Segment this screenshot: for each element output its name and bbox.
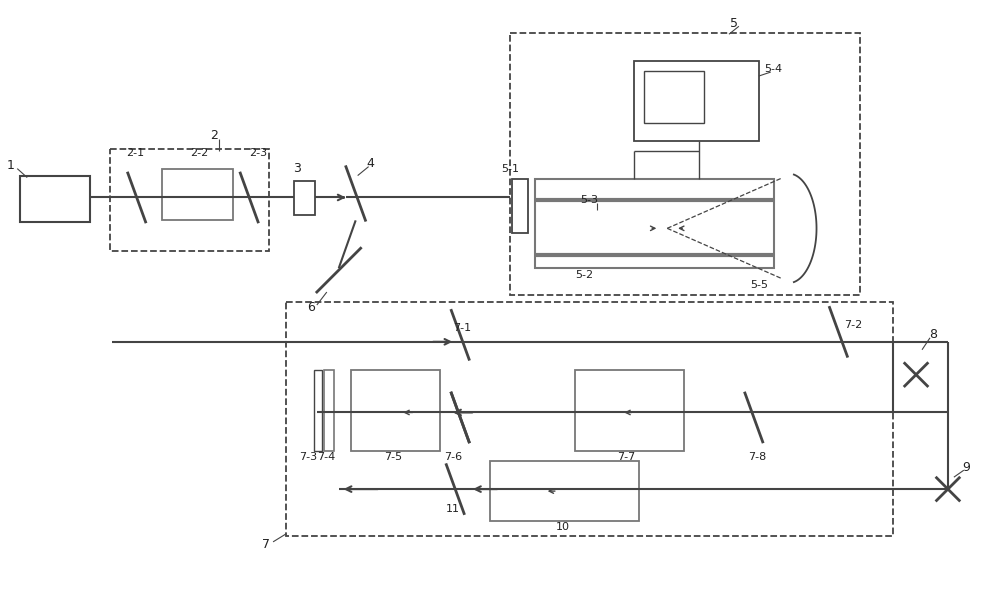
Text: 3: 3 bbox=[293, 162, 301, 175]
Bar bbox=[490, 461, 639, 521]
Bar bbox=[314, 370, 322, 451]
Bar bbox=[535, 179, 774, 268]
Text: 6: 6 bbox=[307, 301, 315, 315]
Bar bbox=[324, 370, 334, 451]
Bar bbox=[512, 179, 528, 233]
Text: 7-7: 7-7 bbox=[617, 452, 636, 462]
Text: 7-8: 7-8 bbox=[748, 452, 766, 462]
Text: 11: 11 bbox=[446, 504, 460, 514]
Bar bbox=[162, 169, 233, 221]
Text: 7-3: 7-3 bbox=[299, 452, 317, 462]
Bar bbox=[510, 33, 860, 295]
Bar bbox=[634, 61, 759, 141]
Bar bbox=[351, 370, 440, 451]
Text: 7-2: 7-2 bbox=[844, 320, 862, 330]
Text: 2-3: 2-3 bbox=[249, 148, 267, 158]
Bar bbox=[20, 176, 90, 222]
Text: 10: 10 bbox=[556, 522, 570, 532]
Text: 7-5: 7-5 bbox=[384, 452, 403, 462]
Bar bbox=[644, 71, 704, 123]
Text: 8: 8 bbox=[929, 328, 937, 341]
Text: 9: 9 bbox=[962, 460, 970, 474]
Text: 7: 7 bbox=[262, 538, 270, 551]
Text: 7-6: 7-6 bbox=[444, 452, 462, 462]
Text: 2-2: 2-2 bbox=[190, 148, 209, 158]
Text: 5-5: 5-5 bbox=[750, 280, 768, 290]
Text: 5: 5 bbox=[730, 17, 738, 30]
Text: 2-1: 2-1 bbox=[126, 148, 144, 158]
Text: 5-2: 5-2 bbox=[576, 270, 594, 280]
Text: 5-3: 5-3 bbox=[581, 196, 599, 206]
Text: 7-4: 7-4 bbox=[317, 452, 335, 462]
Text: 5-1: 5-1 bbox=[501, 164, 519, 173]
Text: 7-1: 7-1 bbox=[453, 323, 471, 333]
Text: 2: 2 bbox=[210, 129, 218, 142]
Bar bbox=[294, 181, 315, 215]
Text: 4: 4 bbox=[367, 157, 375, 170]
Text: 5-4: 5-4 bbox=[765, 64, 783, 74]
Bar bbox=[286, 302, 893, 536]
Bar bbox=[575, 370, 684, 451]
Text: 1: 1 bbox=[6, 159, 14, 172]
Bar bbox=[110, 149, 269, 251]
